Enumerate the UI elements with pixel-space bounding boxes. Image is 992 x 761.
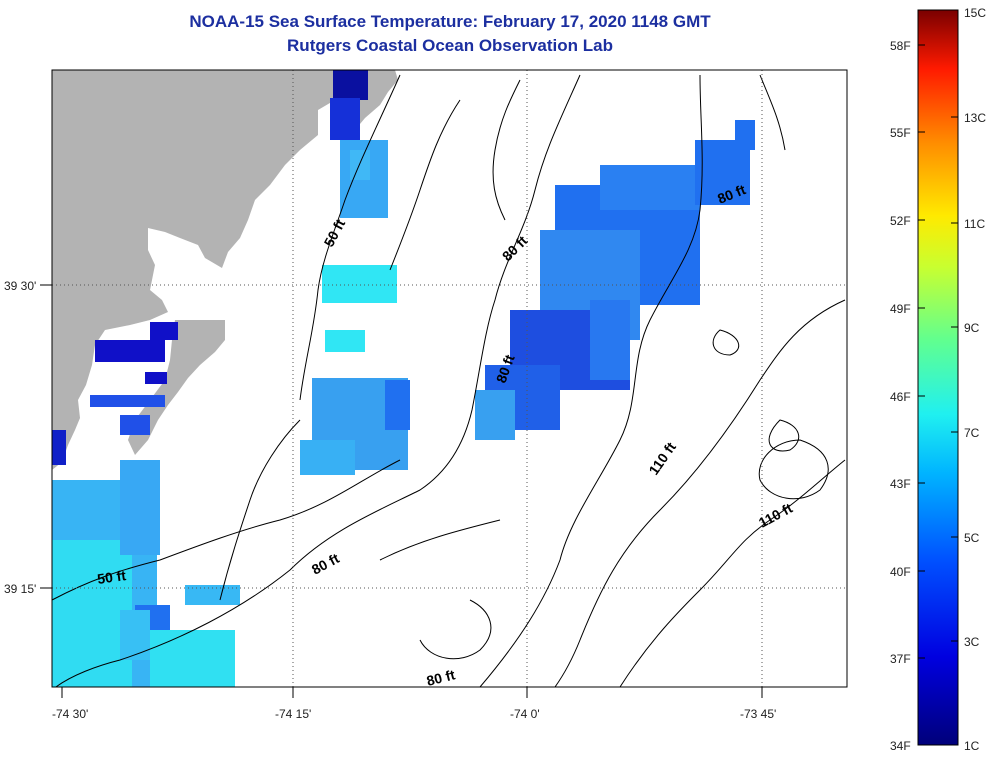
x-tick-label: -73 45' — [740, 707, 776, 721]
colorbar-c-label: 9C — [964, 321, 980, 335]
map-title: NOAA-15 Sea Surface Temperature: Februar… — [189, 12, 711, 31]
colorbar-c-label: 1C — [964, 739, 980, 753]
colorbar-c-label: 15C — [964, 6, 986, 20]
x-tick-label: -74 15' — [275, 707, 311, 721]
y-tick-label: 39 30' — [4, 279, 36, 293]
colorbar-f-label: 37F — [890, 652, 911, 666]
colorbar-f-label: 43F — [890, 477, 911, 491]
y-tick-label: 39 15' — [4, 582, 36, 596]
colorbar-f-label: 46F — [890, 390, 911, 404]
depth-contours — [52, 74, 846, 687]
colorbar-f-label: 49F — [890, 302, 911, 316]
temperature-colorbar: 58F 55F 52F 49F 46F 43F 40F 37F 34F 15C … — [890, 6, 986, 753]
colorbar-c-label: 13C — [964, 111, 986, 125]
x-tick-label: -74 30' — [52, 707, 88, 721]
map-subtitle: Rutgers Coastal Ocean Observation Lab — [287, 36, 613, 55]
colorbar-c-label: 7C — [964, 426, 980, 440]
colorbar-c-label: 11C — [964, 217, 985, 231]
x-tick-label: -74 0' — [510, 707, 540, 721]
colorbar-f-label: 34F — [890, 739, 911, 753]
colorbar-c-label: 5C — [964, 531, 980, 545]
edge-ticks — [40, 284, 763, 698]
contour-label: 50 ft — [96, 567, 127, 587]
contour-label: 80 ft — [425, 666, 457, 689]
colorbar-f-label: 58F — [890, 39, 911, 53]
colorbar-f-label: 52F — [890, 214, 911, 228]
axis-labels: -74 30' -74 15' -74 0' -73 45' 39 30' 39… — [4, 279, 776, 721]
graticule — [52, 70, 847, 687]
colorbar-f-label: 40F — [890, 565, 911, 579]
plot-frame — [51, 69, 848, 688]
colorbar-c-label: 3C — [964, 635, 980, 649]
colorbar-f-label: 55F — [890, 126, 911, 140]
